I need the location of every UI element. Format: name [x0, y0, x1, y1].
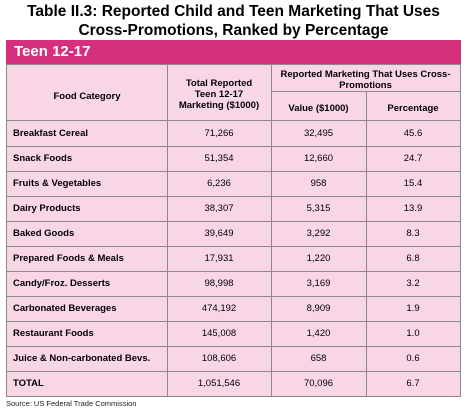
row-percentage: 6.8 — [406, 253, 420, 264]
row-value: 3,169 — [306, 278, 331, 289]
row-category: Juice & Non-carbonated Bevs. — [13, 353, 151, 364]
row-divider — [7, 246, 460, 247]
column-divider — [271, 65, 272, 396]
row-value: 5,315 — [306, 203, 331, 214]
row-category: Breakfast Cereal — [13, 128, 88, 139]
row-divider — [7, 221, 460, 222]
row-value: 12,660 — [303, 153, 334, 164]
row-category: Candy/Froz. Desserts — [13, 278, 111, 289]
row-category: TOTAL — [13, 378, 44, 389]
row-total: 51,354 — [204, 153, 234, 164]
header-total-marketing: Total Reported Teen 12-17 Marketing ($10… — [178, 78, 260, 111]
header-divider — [271, 91, 460, 92]
header-cross-promotions: Reported Marketing That Uses Cross-Promo… — [280, 69, 451, 91]
row-divider — [7, 146, 460, 147]
row-percentage: 8.3 — [406, 228, 420, 239]
row-value: 958 — [310, 178, 327, 189]
row-percentage: 1.9 — [406, 303, 420, 314]
row-divider — [7, 296, 460, 297]
column-divider — [366, 91, 367, 396]
row-percentage: 6.7 — [406, 378, 420, 389]
row-total: 38,307 — [204, 203, 234, 214]
header-food-category: Food Category — [53, 91, 121, 102]
row-percentage: 15.4 — [403, 178, 423, 189]
row-divider — [7, 171, 460, 172]
title-line-2: Cross-Promotions, Ranked by Percentage — [78, 22, 389, 39]
row-category: Restaurant Foods — [13, 328, 94, 339]
row-divider — [7, 371, 460, 372]
row-category: Carbonated Beverages — [13, 303, 117, 314]
row-total: 474,192 — [201, 303, 237, 314]
header-percentage: Percentage — [387, 103, 439, 114]
row-total: 39,649 — [204, 228, 234, 239]
row-category: Prepared Foods & Meals — [13, 253, 124, 264]
title-line-1: Table II.3: Reported Child and Teen Mark… — [27, 3, 440, 20]
age-group-banner: Teen 12-17 — [6, 40, 461, 64]
row-category: Snack Foods — [13, 153, 73, 164]
row-value: 3,292 — [306, 228, 331, 239]
row-total: 17,931 — [204, 253, 234, 264]
row-value: 32,495 — [303, 128, 334, 139]
row-percentage: 45.6 — [403, 128, 423, 139]
row-total: 6,236 — [207, 178, 231, 189]
row-percentage: 13.9 — [403, 203, 423, 214]
row-divider — [7, 271, 460, 272]
row-total: 71,266 — [204, 128, 234, 139]
source-note: Source: US Federal Trade Commission — [6, 399, 137, 408]
row-value: 1,220 — [306, 253, 331, 264]
row-value: 1,420 — [306, 328, 331, 339]
row-value: 658 — [310, 353, 327, 364]
row-value: 8,909 — [306, 303, 331, 314]
header-value: Value ($1000) — [288, 103, 349, 114]
row-divider — [7, 196, 460, 197]
row-percentage: 0.6 — [406, 353, 420, 364]
row-percentage: 24.7 — [403, 153, 423, 164]
row-percentage: 1.0 — [406, 328, 420, 339]
row-category: Baked Goods — [13, 228, 75, 239]
row-total: 145,008 — [201, 328, 237, 339]
header-bottom-line — [7, 120, 460, 121]
row-total: 1,051,546 — [197, 378, 241, 389]
column-divider — [167, 65, 168, 396]
table-title: Table II.3: Reported Child and Teen Mark… — [0, 2, 467, 40]
row-category: Fruits & Vegetables — [13, 178, 102, 189]
row-total: 108,606 — [201, 353, 237, 364]
row-category: Dairy Products — [13, 203, 81, 214]
data-table: Food Category Total Reported Teen 12-17 … — [6, 64, 461, 397]
row-divider — [7, 321, 460, 322]
row-divider — [7, 346, 460, 347]
row-value: 70,096 — [303, 378, 334, 389]
row-total: 98,998 — [204, 278, 234, 289]
row-percentage: 3.2 — [406, 278, 420, 289]
